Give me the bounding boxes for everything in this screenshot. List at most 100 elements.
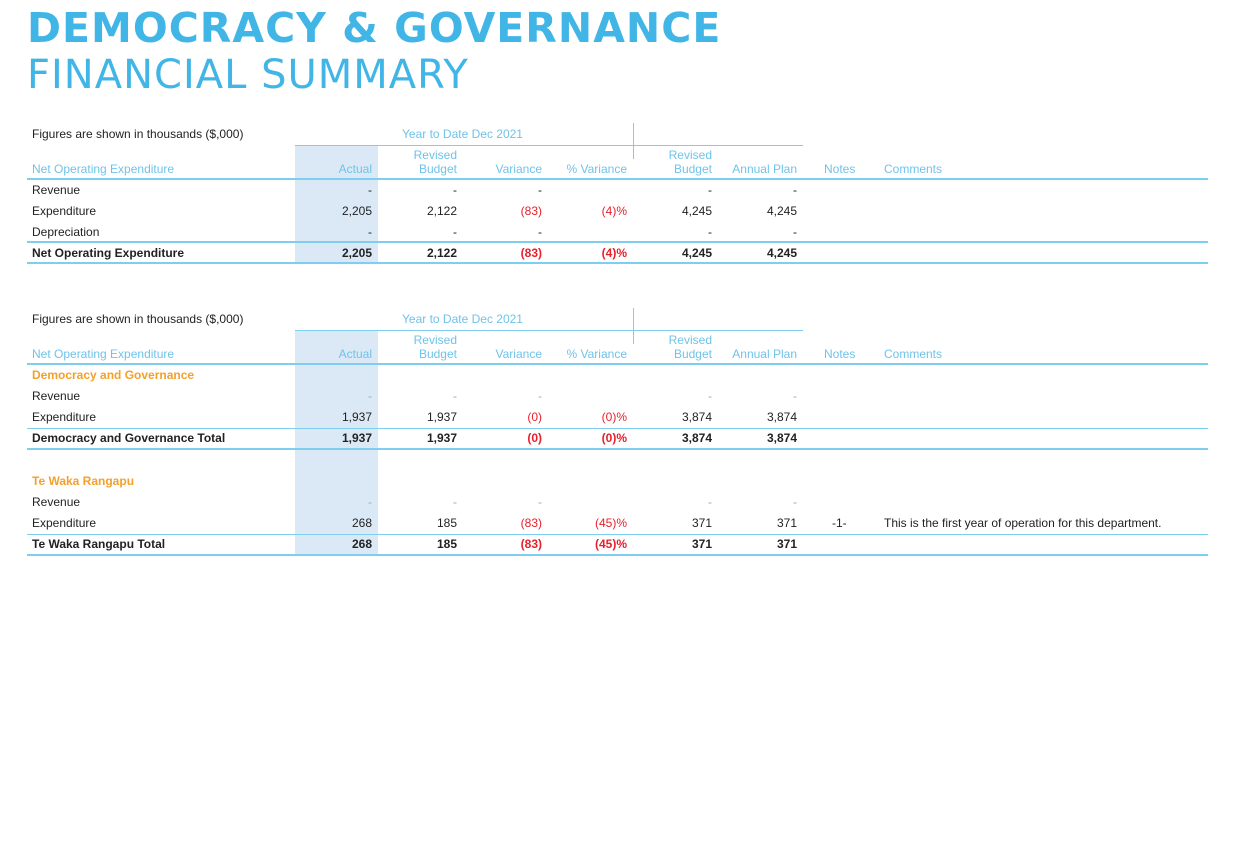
cell-actual: 2,205 [341,246,372,260]
cell-revised: - [453,495,457,509]
page-subtitle: FINANCIAL SUMMARY [27,52,469,98]
cell-annual-plan: 371 [776,516,797,530]
cell-pct-variance: (4)% [601,204,627,218]
cell-revised: 185 [436,516,457,530]
cell-rev-budget: 4,245 [681,246,712,260]
cell-actual: - [368,495,372,509]
cell-revised: 2,122 [426,204,457,218]
cell-annual-plan: 3,874 [766,410,797,424]
cell-variance: (83) [520,204,542,218]
cell-actual: 2,205 [341,204,372,218]
cell-pct-variance: (0)% [601,431,627,445]
cell-annual-plan: - [793,495,797,509]
cell-rev-budget: - [708,389,712,403]
cell-variance: (83) [520,537,542,551]
cell-pct-variance: (45)% [594,516,627,530]
col-actual: Actual [338,347,372,361]
cell-rev-budget: 3,874 [681,431,712,445]
cell-variance: - [538,225,542,239]
section-heading: Te Waka Rangapu [32,474,135,488]
cell-actual: - [368,389,372,403]
row-label: Revenue [32,495,81,509]
cell-annual-plan: - [793,389,797,403]
table-2: Figures are shown in thousands ($,000) Y… [27,305,1208,560]
cell-variance: - [538,389,542,403]
cell-variance: (83) [520,246,542,260]
cell-variance: - [538,495,542,509]
col-comments: Comments [884,162,943,176]
cell-revised: - [453,183,457,197]
col-annual-plan: Annual Plan [732,347,797,361]
cell-rev-budget: - [708,495,712,509]
total-label: Net Operating Expenditure [32,246,185,260]
cell-comment: This is the first year of operation for … [884,516,1162,530]
cell-variance: - [538,183,542,197]
cell-revised: - [453,225,457,239]
cell-revised: 185 [436,537,457,551]
cell-actual: 268 [351,516,372,530]
col-actual: Actual [338,162,372,176]
col-revised-budget: Revised [413,148,457,162]
cell-rev-budget: - [708,183,712,197]
col-rev-budget-2: Budget [673,162,712,176]
period-label: Year to Date Dec 2021 [402,312,523,326]
row-label: Expenditure [32,204,97,218]
col-revised-budget: Revised [413,333,457,347]
cell-rev-budget: 371 [691,516,712,530]
cell-variance: (0) [527,410,542,424]
col-variance: Variance [495,347,542,361]
figures-note: Figures are shown in thousands ($,000) [32,127,244,141]
col-rev-budget: Revised [668,148,712,162]
cell-variance: (0) [527,431,542,445]
col-revised-budget-2: Budget [418,162,457,176]
cell-revised: - [453,389,457,403]
row-label: Revenue [32,389,81,403]
col-annual-plan: Annual Plan [732,162,797,176]
cell-actual: 268 [351,537,372,551]
col-label: Net Operating Expenditure [32,347,175,361]
cell-actual: 1,937 [341,410,372,424]
col-comments: Comments [884,347,943,361]
cell-annual-plan: 371 [776,537,797,551]
col-notes: Notes [824,162,856,176]
cell-rev-budget: 371 [691,537,712,551]
cell-variance: (83) [520,516,542,530]
cell-pct-variance: (45)% [594,537,627,551]
cell-revised: 2,122 [426,246,457,260]
cell-pct-variance: (4)% [601,246,627,260]
cell-annual-plan: 4,245 [766,204,797,218]
col-rev-budget-2: Budget [673,347,712,361]
cell-annual-plan: - [793,225,797,239]
col-pct-variance: % Variance [566,347,627,361]
cell-actual: 1,937 [341,431,372,445]
cell-revised: 1,937 [426,431,457,445]
page-title: DEMOCRACY & GOVERNANCE [27,4,722,52]
cell-rev-budget: 4,245 [681,204,712,218]
period-label: Year to Date Dec 2021 [402,127,523,141]
cell-annual-plan: 3,874 [766,431,797,445]
col-pct-variance: % Variance [566,162,627,176]
cell-actual: - [368,225,372,239]
row-label: Revenue [32,183,81,197]
cell-revised: 1,937 [426,410,457,424]
col-notes: Notes [824,347,856,361]
section-heading: Democracy and Governance [32,368,195,382]
actual-column-bg [295,330,378,556]
cell-notes: -1- [832,516,847,530]
figures-note: Figures are shown in thousands ($,000) [32,312,244,326]
row-label: Depreciation [32,225,100,239]
total-label: Democracy and Governance Total [32,431,226,445]
cell-annual-plan: 4,245 [766,246,797,260]
actual-column-bg [295,145,378,263]
cell-annual-plan: - [793,183,797,197]
cell-pct-variance: (0)% [601,410,627,424]
cell-rev-budget: 3,874 [681,410,712,424]
col-label: Net Operating Expenditure [32,162,175,176]
col-variance: Variance [495,162,542,176]
table-1: Figures are shown in thousands ($,000) Y… [27,120,1208,270]
cell-rev-budget: - [708,225,712,239]
col-revised-budget-2: Budget [418,347,457,361]
row-label: Expenditure [32,410,97,424]
row-label: Expenditure [32,516,97,530]
total-label: Te Waka Rangapu Total [32,537,166,551]
